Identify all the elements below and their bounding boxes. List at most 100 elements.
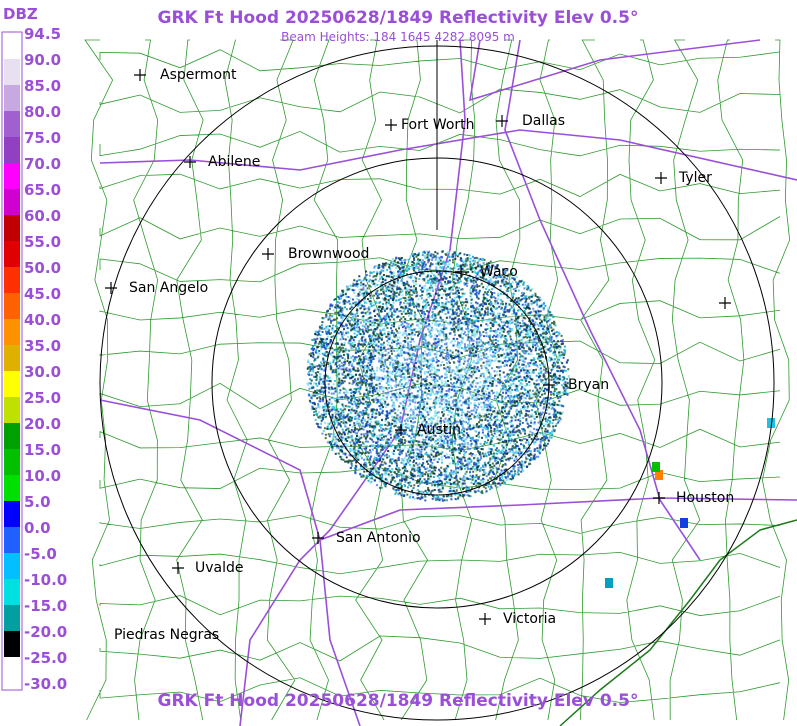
city-marker — [262, 248, 274, 260]
colorbar-swatch — [4, 605, 20, 631]
colorbar-swatch — [4, 631, 20, 657]
highway — [99, 399, 361, 726]
colorbar: 94.5 90.0 85.0 80.0 75.0 70.0 65.0 60.0 55.0 50.0… — [4, 25, 67, 693]
city-label: Fort Worth — [401, 117, 475, 133]
legend-unit: DBZ — [3, 5, 38, 23]
colorbar-label: 94.5 — [24, 25, 61, 43]
city-label: San Antonio — [336, 530, 421, 546]
colorbar-label: 25.0 — [24, 389, 61, 407]
colorbar-swatch — [4, 397, 20, 423]
colorbar-label: 65.0 — [24, 181, 61, 199]
echo-cells — [306, 250, 569, 500]
city-label: Brownwood — [288, 246, 369, 262]
coastline — [559, 519, 797, 726]
city-marker — [184, 156, 196, 168]
colorbar-label: -20.0 — [24, 623, 67, 641]
city-marker — [172, 562, 184, 574]
colorbar-label: 20.0 — [24, 415, 61, 433]
city-label: Abilene — [208, 154, 260, 170]
echo-cells — [308, 250, 569, 502]
city-marker — [719, 297, 731, 309]
city-marker — [134, 69, 146, 81]
city-label: Victoria — [503, 611, 556, 627]
city-marker — [105, 282, 117, 294]
colorbar-label: 85.0 — [24, 77, 61, 95]
city-marker — [496, 115, 508, 127]
echo-cells — [307, 250, 568, 501]
city-label: Houston — [676, 490, 734, 506]
highway — [468, 39, 761, 102]
city-label: Waco — [480, 264, 518, 280]
range-rings — [99, 40, 775, 721]
cities: Aspermont Fort Worth Dallas Abilene Tyler Bro… — [105, 67, 734, 643]
highway — [319, 497, 797, 541]
colorbar-swatch — [4, 293, 20, 319]
colorbar-swatch — [4, 371, 20, 397]
colorbar-frame — [1, 31, 23, 691]
colorbar-swatch — [4, 137, 20, 163]
city-label: Piedras Negras — [114, 627, 219, 643]
colorbar-swatch — [4, 345, 20, 371]
city-marker — [655, 172, 667, 184]
colorbar-label: -15.0 — [24, 597, 67, 615]
colorbar-swatch — [4, 423, 20, 449]
colorbar-label: 45.0 — [24, 285, 61, 303]
city-marker — [312, 532, 324, 544]
colorbar-label: 40.0 — [24, 311, 61, 329]
colorbar-label: 0.0 — [24, 519, 51, 537]
colorbar-swatch — [4, 579, 20, 605]
colorbar-label: 5.0 — [24, 493, 51, 511]
colorbar-label: 50.0 — [24, 259, 61, 277]
city-marker — [385, 119, 397, 131]
city-label: San Angelo — [129, 280, 208, 296]
subtitle: Beam Heights: 184 1645 4282 8095 m — [281, 30, 515, 44]
colorbar-label: 90.0 — [24, 51, 61, 69]
colorbar-label: 35.0 — [24, 337, 61, 355]
colorbar-label: 10.0 — [24, 467, 61, 485]
colorbar-swatch — [4, 111, 20, 137]
storm-cell — [652, 462, 660, 472]
colorbar-label: 70.0 — [24, 155, 61, 173]
colorbar-swatch — [4, 163, 20, 189]
colorbar-swatch — [4, 59, 20, 85]
colorbar-label: 55.0 — [24, 233, 61, 251]
colorbar-swatch — [4, 657, 20, 683]
city-marker — [479, 613, 491, 625]
city-marker — [543, 379, 555, 391]
colorbar-label: -25.0 — [24, 649, 67, 667]
colorbar-swatch — [4, 241, 20, 267]
city-label: Uvalde — [195, 560, 244, 576]
title: GRK Ft Hood 20250628/1849 Reflectivity E… — [158, 8, 639, 28]
colorbar-label: 80.0 — [24, 103, 61, 121]
storm-cell — [767, 418, 775, 428]
colorbar-swatch — [4, 215, 20, 241]
colorbar-label: 15.0 — [24, 441, 61, 459]
highway — [504, 39, 701, 561]
city-label: Tyler — [678, 170, 712, 186]
colorbar-label: 60.0 — [24, 207, 61, 225]
city-marker — [455, 266, 467, 278]
colorbar-swatch — [4, 501, 20, 527]
colorbar-swatch — [4, 267, 20, 293]
city-label: Austin — [417, 422, 461, 438]
colorbar-label: -10.0 — [24, 571, 67, 589]
storm-cell — [605, 578, 613, 588]
colorbar-swatch — [4, 33, 20, 59]
colorbar-swatch — [4, 85, 20, 111]
colorbar-swatch — [4, 189, 20, 215]
colorbar-swatch — [4, 449, 20, 475]
colorbar-swatch — [4, 553, 20, 579]
colorbar-label: -5.0 — [24, 545, 57, 563]
footer-title: GRK Ft Hood 20250628/1849 Reflectivity E… — [158, 691, 639, 711]
city-label: Dallas — [522, 113, 565, 129]
colorbar-label: 30.0 — [24, 363, 61, 381]
colorbar-swatch — [4, 319, 20, 345]
city-marker — [395, 424, 407, 436]
radar-echo — [306, 250, 775, 588]
colorbar-swatch — [4, 475, 20, 501]
city-label: Bryan — [568, 377, 609, 393]
colorbar-label: -30.0 — [24, 675, 67, 693]
city-marker — [653, 492, 665, 504]
city-label: Aspermont — [160, 67, 237, 83]
